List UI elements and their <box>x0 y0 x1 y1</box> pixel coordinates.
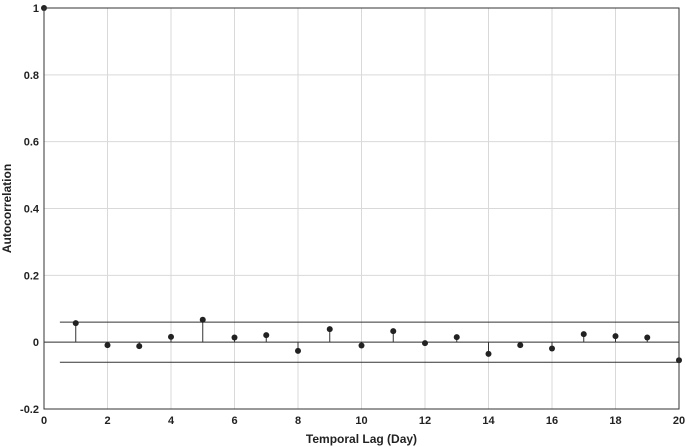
stem-lag-12 <box>422 340 428 347</box>
y-tick-labels: -0.2 0 0.2 0.4 0.6 0.8 1 <box>20 3 40 416</box>
stem-marker <box>517 342 524 349</box>
x-tick-label: 0 <box>41 415 47 427</box>
y-tick-label: 0.4 <box>24 204 40 216</box>
x-tick-label: 8 <box>295 415 301 427</box>
x-tick-label: 18 <box>609 415 621 427</box>
stem-lag-15 <box>517 342 524 349</box>
stem-marker <box>326 326 333 333</box>
stem-lag-16 <box>549 342 555 352</box>
y-tick-label: 0 <box>33 337 39 349</box>
stem-marker <box>453 334 460 341</box>
stem-marker <box>422 340 428 347</box>
plot-frame <box>43 7 680 410</box>
y-axis-title: Autocorrelation <box>0 164 14 253</box>
x-tick-label: 6 <box>231 415 237 427</box>
x-tick-label: 20 <box>673 415 685 427</box>
x-axis-title: Temporal Lag (Day) <box>306 432 417 446</box>
stem-marker <box>263 332 270 339</box>
stem-lag-6 <box>231 334 238 343</box>
stem-marker <box>549 345 555 352</box>
stem-marker <box>199 316 206 323</box>
stem-marker <box>644 334 651 341</box>
stem-lag-2 <box>104 342 111 349</box>
y-tick-label: 0.2 <box>24 270 39 282</box>
stem-lag-7 <box>263 332 270 343</box>
x-tick-label: 16 <box>546 415 558 427</box>
x-tick-labels: 0 2 4 6 8 10 12 14 16 18 20 <box>41 415 685 427</box>
stem-lag-19 <box>644 334 651 343</box>
stem-marker <box>104 342 111 349</box>
stem-marker <box>580 331 587 338</box>
x-tick-label: 4 <box>168 415 175 427</box>
stem-marker <box>485 350 492 357</box>
stem-marker <box>231 334 238 341</box>
stem-marker <box>358 342 365 349</box>
x-tick-label: 2 <box>104 415 110 427</box>
stem-marker <box>612 333 619 340</box>
y-tick-label: 1 <box>33 3 39 15</box>
stem-lag-17 <box>580 331 587 343</box>
x-tick-label: 14 <box>482 415 495 427</box>
stem-lag-4 <box>168 333 174 343</box>
stem-marker <box>390 328 397 335</box>
stem-lag-3 <box>136 342 143 350</box>
stem-lag-10 <box>358 342 365 349</box>
stem-lag-13 <box>453 334 460 343</box>
stem-marker <box>136 343 143 350</box>
stem-lag-9 <box>326 326 333 343</box>
x-tick-label: 12 <box>419 415 431 427</box>
stem-lag-1 <box>72 320 79 343</box>
y-tick-label: -0.2 <box>20 404 39 416</box>
stem-lag-18 <box>612 333 619 343</box>
stem-marker <box>295 347 301 354</box>
x-tick-label: 10 <box>355 415 367 427</box>
y-tick-label: 0.6 <box>24 137 39 149</box>
stem-lag-5 <box>199 316 206 343</box>
stem-marker <box>72 320 79 327</box>
stem-lag-14 <box>485 342 492 357</box>
stem-lag-11 <box>390 328 397 343</box>
stem-lag-8 <box>295 342 301 354</box>
stem-marker <box>168 333 174 340</box>
y-tick-label: 0.8 <box>24 70 39 82</box>
